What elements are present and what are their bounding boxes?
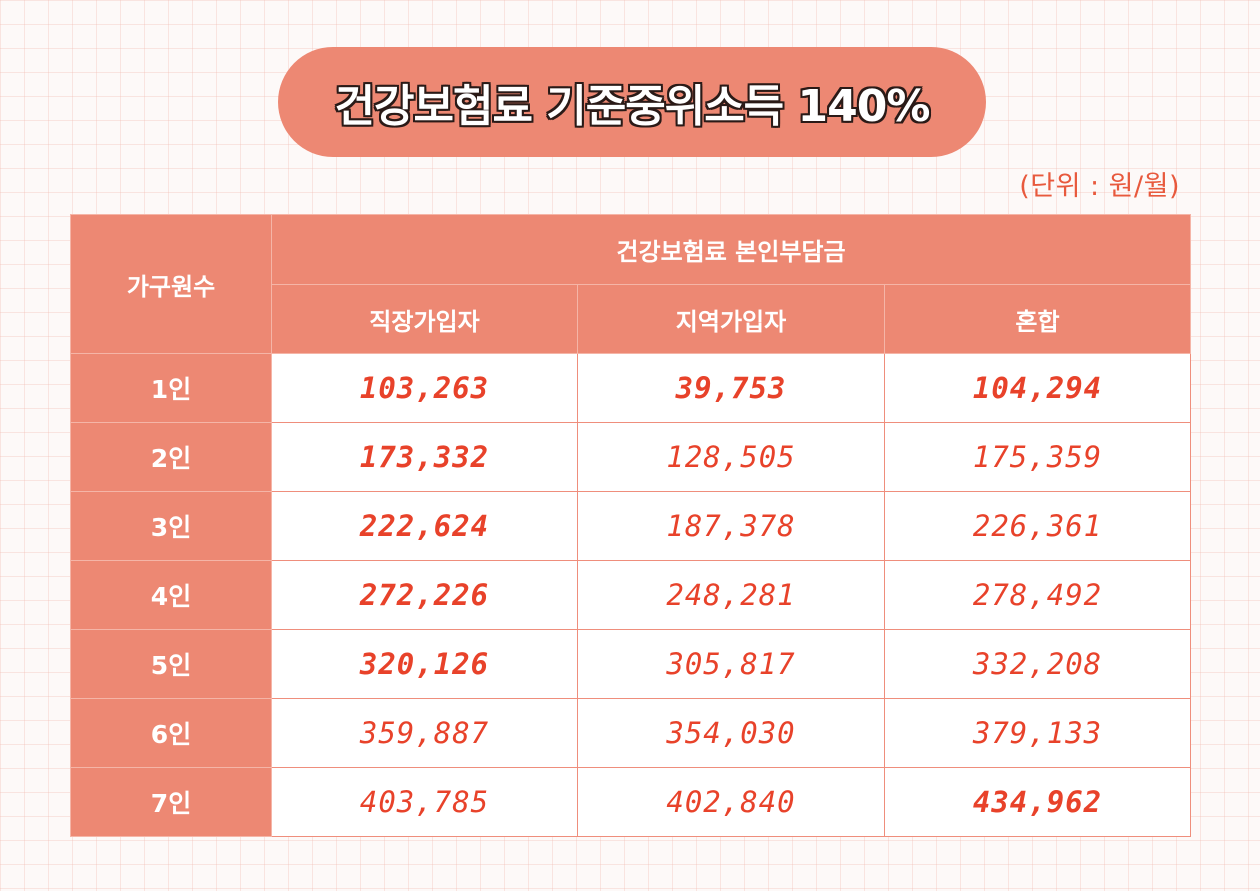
column-header-mixed: 혼합 <box>884 284 1191 354</box>
table-subheader-row: 직장가입자 지역가입자 혼합 <box>71 284 1191 354</box>
table-row: 7인 403,785 402,840 434,962 <box>70 767 1191 837</box>
regional-premium-cell: 187,378 <box>577 491 885 561</box>
employee-premium-cell: 359,887 <box>271 698 578 768</box>
regional-premium-cell: 248,281 <box>577 560 885 630</box>
table-row: 1인 103,263 39,753 104,294 <box>70 353 1191 423</box>
regional-premium-cell: 128,505 <box>577 422 885 492</box>
household-size-header: 가구원수 <box>70 214 272 354</box>
employee-premium-cell: 320,126 <box>271 629 578 699</box>
page-title: 건강보험료 기준중위소득 140% <box>334 81 931 132</box>
mixed-premium-cell: 278,492 <box>884 560 1191 630</box>
employee-premium-cell: 272,226 <box>271 560 578 630</box>
table-row: 5인 320,126 305,817 332,208 <box>70 629 1191 699</box>
mixed-premium-cell: 226,361 <box>884 491 1191 561</box>
table-row: 4인 272,226 248,281 278,492 <box>70 560 1191 630</box>
table-row: 2인 173,332 128,505 175,359 <box>70 422 1191 492</box>
regional-premium-cell: 354,030 <box>577 698 885 768</box>
row-label: 4인 <box>70 560 272 630</box>
table-row: 6인 359,887 354,030 379,133 <box>70 698 1191 768</box>
regional-premium-cell: 305,817 <box>577 629 885 699</box>
row-label: 2인 <box>70 422 272 492</box>
mixed-premium-cell: 379,133 <box>884 698 1191 768</box>
premium-table: 가구원수 건강보험료 본인부담금 직장가입자 지역가입자 혼합 1인 103,2… <box>70 214 1191 837</box>
mixed-premium-cell: 104,294 <box>884 353 1191 423</box>
column-header-employee: 직장가입자 <box>271 284 578 354</box>
employee-premium-cell: 173,332 <box>271 422 578 492</box>
column-header-regional: 지역가입자 <box>577 284 885 354</box>
unit-note: (단위 : 원/월) <box>1019 171 1180 202</box>
row-label: 3인 <box>70 491 272 561</box>
mixed-premium-cell: 175,359 <box>884 422 1191 492</box>
table-row: 3인 222,624 187,378 226,361 <box>70 491 1191 561</box>
row-label: 6인 <box>70 698 272 768</box>
mixed-premium-cell: 332,208 <box>884 629 1191 699</box>
premium-group-header: 건강보험료 본인부담금 <box>271 214 1191 285</box>
table-header-row: 가구원수 건강보험료 본인부담금 <box>70 214 1191 354</box>
row-label: 7인 <box>70 767 272 837</box>
employee-premium-cell: 222,624 <box>271 491 578 561</box>
regional-premium-cell: 39,753 <box>577 353 885 423</box>
employee-premium-cell: 103,263 <box>271 353 578 423</box>
mixed-premium-cell: 434,962 <box>884 767 1191 837</box>
title-banner: 건강보험료 기준중위소득 140% <box>278 47 986 157</box>
employee-premium-cell: 403,785 <box>271 767 578 837</box>
regional-premium-cell: 402,840 <box>577 767 885 837</box>
row-label: 1인 <box>70 353 272 423</box>
row-label: 5인 <box>70 629 272 699</box>
